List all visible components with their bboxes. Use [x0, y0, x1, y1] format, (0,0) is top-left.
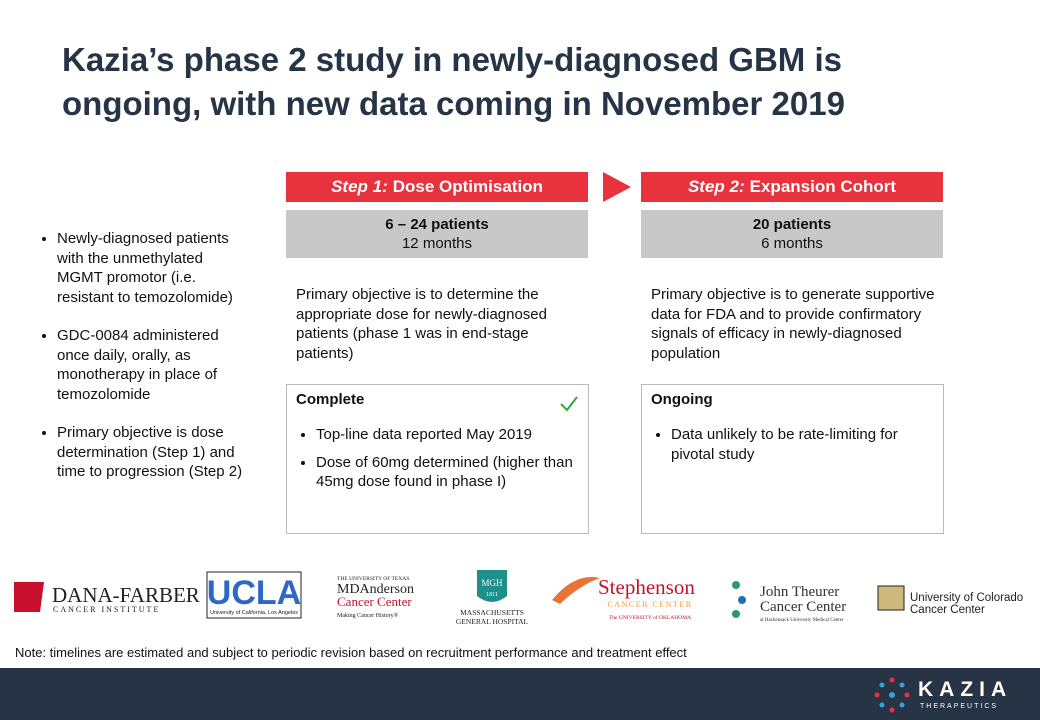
- logo-text: Cancer Center: [760, 599, 846, 615]
- logo-text: Making Cancer History®: [337, 612, 399, 619]
- title: Kazia’s phase 2 study in newly-diagnosed…: [62, 41, 845, 122]
- step-banner: Step 2: Expansion Cohort: [641, 172, 943, 202]
- patients: 6 – 24 patients: [385, 216, 489, 233]
- logo-text: at Hackensack University Medical Center: [760, 618, 844, 623]
- status: Ongoing: [651, 391, 713, 408]
- bullet: GDC-0084 administered once daily, orally…: [57, 326, 252, 404]
- duration: 6 months: [761, 235, 823, 252]
- brand-name: KAZIA: [918, 678, 1013, 701]
- logo-row: DANA-FARBER CANCER INSTITUTE UCLA Univer…: [14, 570, 1023, 626]
- objective: Primary objective is to determine the ap…: [296, 286, 547, 362]
- logo-text: Cancer Center: [910, 604, 985, 616]
- status-item: Dose of 60mg determined (higher than 45m…: [316, 453, 579, 492]
- status-box: Complete Top-line data reported May 2019…: [286, 384, 589, 534]
- logo-text: THE UNIVERSITY OF TEXAS: [337, 576, 409, 582]
- step-banner: Step 1: Dose Optimisation: [286, 172, 588, 202]
- footer: KAZIA THERAPEUTICS: [0, 668, 1040, 720]
- bullet-list: Newly-diagnosed patients with the unmeth…: [37, 229, 252, 501]
- step-info: 6 – 24 patients 12 months: [286, 210, 588, 258]
- logo-text: UCLA: [207, 574, 301, 612]
- step-label: Step 2:: [687, 177, 745, 196]
- logo-stephenson: Stephenson CANCER CENTER The UNIVERSITY …: [552, 575, 695, 621]
- logo-ucla: UCLA University of California, Los Angel…: [206, 571, 302, 619]
- status-item: Top-line data reported May 2019: [316, 425, 579, 445]
- logo-text: MDAnderson: [337, 582, 414, 597]
- step-name: Dose Optimisation: [392, 177, 543, 196]
- step-name: Expansion Cohort: [749, 177, 897, 196]
- patients: 20 patients: [752, 216, 832, 233]
- logo-text: MGH: [481, 578, 503, 588]
- status-box: Ongoing Data unlikely to be rate-limitin…: [641, 384, 944, 534]
- objective: Primary objective is to generate support…: [651, 286, 935, 362]
- logo-text: University of Colorado: [910, 592, 1023, 604]
- checkmark: [560, 396, 578, 412]
- logo-text: John Theurer: [760, 584, 839, 600]
- logo-md-anderson: THE UNIVERSITY OF TEXAS MDAnderson Cance…: [337, 576, 414, 619]
- logo-text: The UNIVERSITY of OKLAHOMA: [609, 614, 691, 621]
- logo-text: 1811: [486, 592, 498, 598]
- step-info: 20 patients 6 months: [641, 210, 943, 258]
- note: Note: timelines are estimated and subjec…: [15, 645, 687, 660]
- logo-text: CANCER CENTER: [607, 600, 692, 609]
- logo-text: GENERAL HOSPITAL: [456, 617, 529, 626]
- logo-text: Cancer Center: [337, 594, 412, 609]
- brand-icon: [874, 677, 910, 713]
- logo-text: Stephenson: [598, 575, 695, 599]
- arrow: [603, 172, 631, 202]
- logo-text: MASSACHUSETTS: [460, 608, 524, 617]
- logo-theurer: John Theurer Cancer Center at Hackensack…: [732, 581, 846, 623]
- duration: 12 months: [401, 235, 473, 252]
- bullet: Newly-diagnosed patients with the unmeth…: [57, 229, 252, 307]
- logo-text: DANA-FARBER: [52, 583, 200, 607]
- logo-dana-farber: DANA-FARBER CANCER INSTITUTE: [14, 582, 200, 614]
- status: Complete: [296, 391, 365, 408]
- status-item: Data unlikely to be rate-limiting for pi…: [671, 425, 934, 464]
- brand-tagline: THERAPEUTICS: [920, 703, 999, 710]
- logo-text: University of California, Los Angeles: [210, 610, 298, 616]
- logo-text: CANCER INSTITUTE: [53, 605, 160, 614]
- logo-mgh: MGH 1811 MASSACHUSETTS GENERAL HOSPITAL: [456, 570, 529, 626]
- logo-colorado: University of Colorado Cancer Center: [877, 585, 1023, 616]
- bullet: Primary objective is dose determination …: [57, 423, 252, 482]
- step-label: Step 1:: [331, 177, 388, 196]
